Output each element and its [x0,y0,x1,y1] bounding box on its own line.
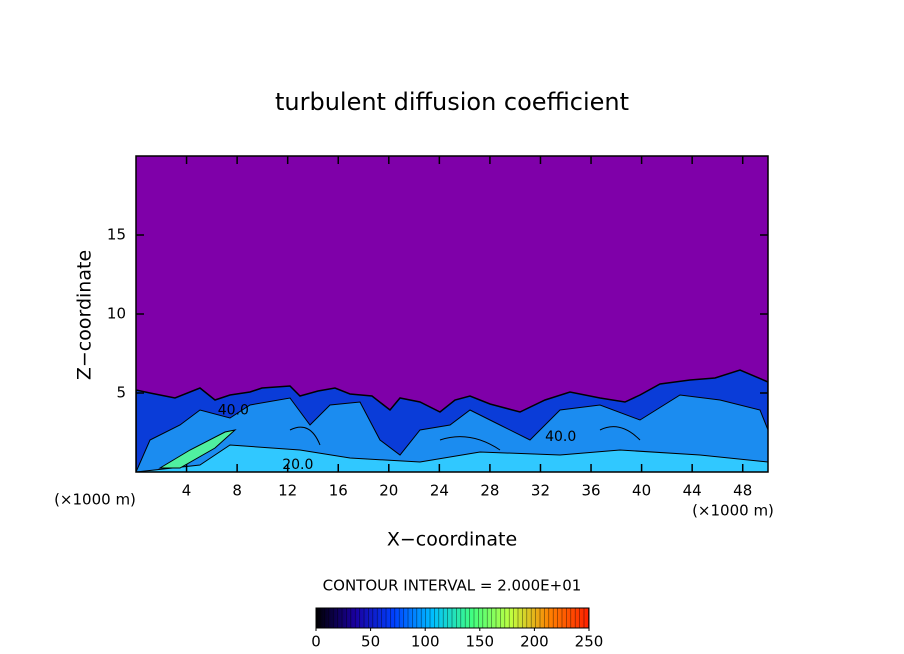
x-tick-label: 16 [329,482,348,500]
x-axis-label: X−coordinate [387,529,517,551]
x-tick-label: 40 [632,482,651,500]
x-unit: (×1000 m) [54,491,136,509]
colorbar-frame [315,607,590,629]
x-tick-label: 20 [379,482,398,500]
colorbar-tick-label: 0 [311,633,321,651]
y-tick-label: 5 [116,384,126,402]
contour-label: 40.0 [545,429,576,445]
x-tick-label: 4 [182,482,192,500]
field [136,369,768,472]
x-unit-right: (×1000 m) [692,502,774,520]
x-tick-label: 28 [480,482,499,500]
x-tick-label: 44 [683,482,702,500]
chart-title: turbulent diffusion coefficient [275,88,629,116]
colorbar-tick-label: 50 [361,633,380,651]
x-tick-label: 24 [430,482,449,500]
x-tick-label: 32 [531,482,550,500]
colorbar-tick-label: 250 [575,633,604,651]
x-tick-label: 48 [733,482,752,500]
contour-label: 40.0 [218,402,249,418]
y-tick-label: 15 [107,226,126,244]
x-tick-label: 12 [278,482,297,500]
colorbar-tick-label: 200 [520,633,549,651]
y-axis-label: Z−coordinate [74,250,96,380]
colorbar-tick-label: 150 [465,633,494,651]
colorbar-tick-label: 100 [411,633,440,651]
x-tick-label: 36 [581,482,600,500]
contour-interval: CONTOUR INTERVAL = 2.000E+01 [323,577,582,595]
colorbar [316,608,589,628]
y-tick-label: 10 [107,305,126,323]
contour-label: 20.0 [282,457,313,473]
x-tick-label: 8 [232,482,242,500]
